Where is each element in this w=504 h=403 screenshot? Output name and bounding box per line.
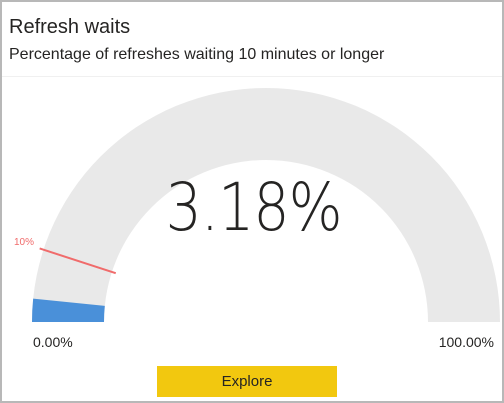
gauge-track — [32, 88, 500, 322]
gauge-chart — [32, 88, 500, 322]
gauge-max-label: 100.00% — [438, 334, 494, 350]
card-header: Refresh waits Percentage of refreshes wa… — [2, 2, 502, 77]
explore-button[interactable]: Explore — [157, 366, 337, 397]
card-subtitle: Percentage of refreshes waiting 10 minut… — [9, 46, 385, 63]
gauge-target-line — [39, 247, 117, 275]
gauge-min-label: 0.00% — [33, 334, 73, 350]
gauge-target-label: 10% — [14, 237, 35, 248]
card-title: Refresh waits — [9, 16, 131, 38]
gauge-value-label: 3.18% — [165, 169, 343, 246]
gauge-value-fill — [32, 298, 105, 322]
